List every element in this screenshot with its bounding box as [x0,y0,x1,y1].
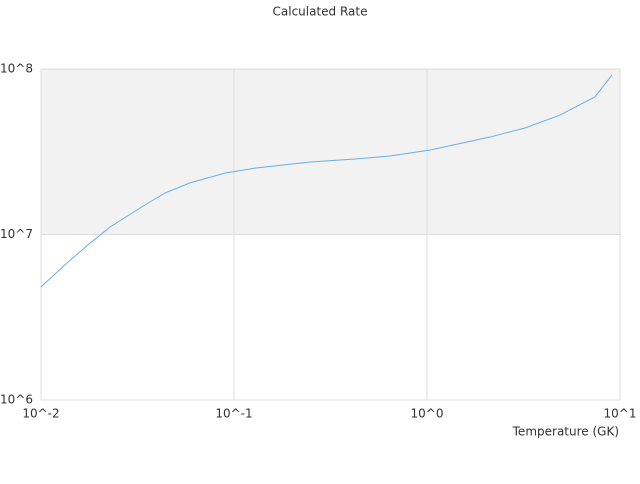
x-axis-label: Temperature (GK) [512,425,619,439]
x-tick-label: 10^1 [604,407,637,421]
y-tick-label: 10^7 [0,227,33,241]
grid-band [41,69,620,235]
x-tick-label: 10^-2 [22,407,59,421]
x-tick-label: 10^-1 [215,407,252,421]
line [40,74,613,288]
chart-title: Calculated Rate [273,5,368,19]
y-tick-label: 10^6 [0,393,33,407]
y-tick-label: 10^8 [0,62,33,76]
x-tick-label: 10^0 [411,407,444,421]
